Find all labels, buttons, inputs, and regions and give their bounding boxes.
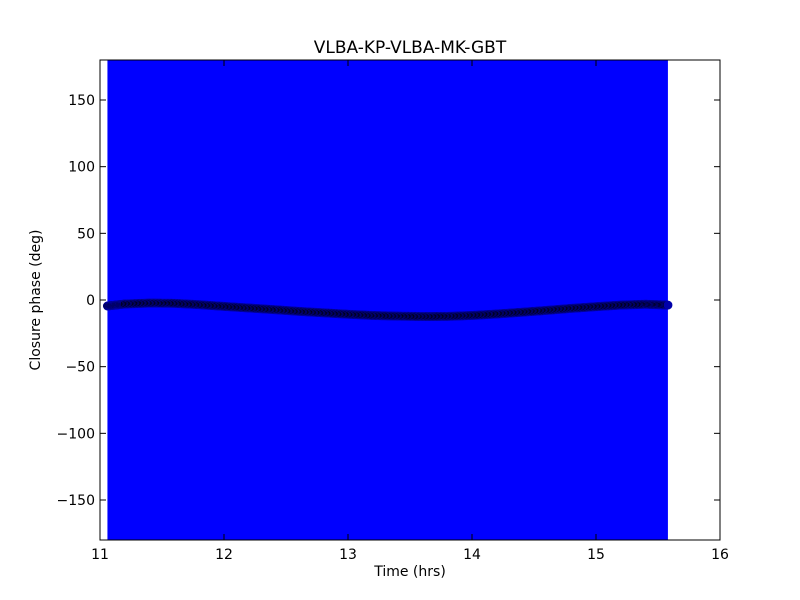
y-axis-ticks: 150 100 50 0 −50 −100 −150 [57, 93, 720, 509]
y-tick-label: 0 [86, 293, 95, 309]
y-tick-label: −150 [57, 493, 95, 509]
y-tick-label: 150 [68, 93, 95, 109]
x-axis-label: Time (hrs) [373, 564, 446, 580]
x-tick-label: 15 [587, 547, 605, 563]
y-axis-label: Closure phase (deg) [28, 230, 44, 371]
y-tick-label: −50 [65, 360, 95, 376]
y-tick-label: 100 [68, 160, 95, 176]
x-tick-label: 12 [215, 547, 233, 563]
chart-title: VLBA-KP-VLBA-MK-GBT [314, 38, 507, 58]
x-tick-label: 14 [463, 547, 481, 563]
x-tick-label: 11 [91, 547, 109, 563]
data-points-layer [102, 298, 673, 322]
y-tick-label: 50 [77, 226, 95, 242]
x-tick-label: 16 [711, 547, 729, 563]
closure-phase-error-band [107, 60, 668, 540]
x-axis-ticks: 11 12 13 14 15 16 [91, 60, 729, 563]
data-point [663, 300, 673, 310]
x-tick-label: 13 [339, 547, 357, 563]
y-tick-label: −100 [57, 426, 95, 442]
error-band-layer [107, 60, 668, 540]
